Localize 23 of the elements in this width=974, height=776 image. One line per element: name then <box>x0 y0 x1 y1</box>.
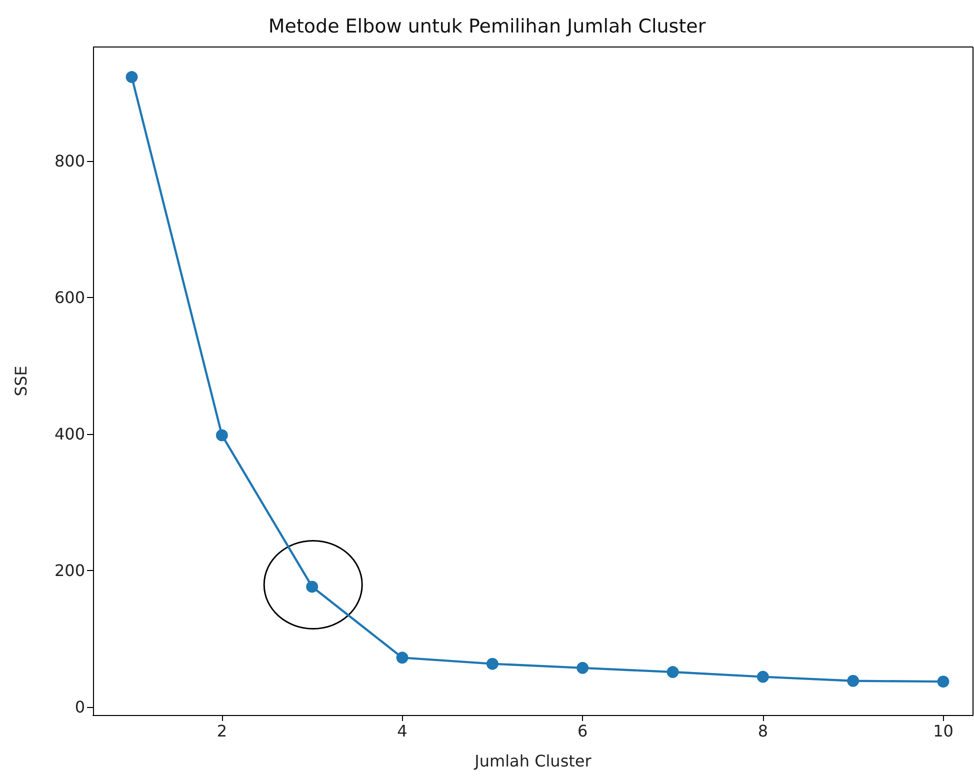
point <box>306 580 318 593</box>
point <box>937 676 950 688</box>
x-tick-label: 6 <box>577 722 588 740</box>
y-tick-label: 800 <box>54 151 85 170</box>
point <box>396 652 408 664</box>
x-tick-label: 8 <box>758 722 768 740</box>
x-axis-title: Jumlah Cluster <box>474 752 592 770</box>
chart-title: Metode Elbow untuk Pemilihan Jumlah Cluster <box>268 16 706 38</box>
y-tick-label: 600 <box>54 288 85 307</box>
y-tick-label: 0 <box>74 697 85 716</box>
y-tick-label: 400 <box>54 424 85 444</box>
point <box>756 670 769 683</box>
x-tick-label: 4 <box>397 722 408 740</box>
point <box>486 658 498 670</box>
y-tick-label: 200 <box>54 560 85 580</box>
point <box>847 674 860 687</box>
point <box>126 71 138 84</box>
point <box>216 429 228 442</box>
x-tick-label: 2 <box>216 722 228 740</box>
point <box>576 662 589 674</box>
point <box>666 666 679 678</box>
y-axis-title: SSE <box>12 366 30 396</box>
x-tick-label: 10 <box>933 722 954 740</box>
